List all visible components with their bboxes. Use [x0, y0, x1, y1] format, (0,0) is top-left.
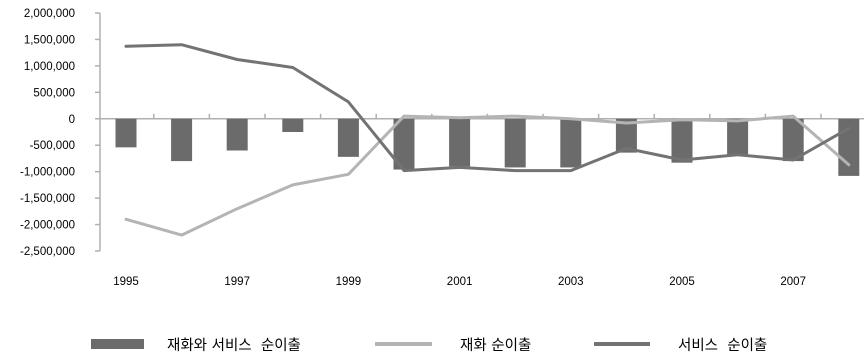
y-tick-label: -2,000,000 — [20, 220, 75, 232]
services-net-exports-line — [124, 43, 851, 173]
x-tick-label: 2003 — [558, 276, 584, 288]
bar-series — [115, 118, 860, 176]
bar — [393, 118, 415, 170]
y-tick-label: -2,500,000 — [20, 246, 75, 258]
bar — [115, 118, 137, 148]
legend-swatch — [91, 339, 144, 349]
bar — [282, 118, 304, 132]
legend-label: 재화 순이출 — [460, 337, 531, 354]
y-tick-label: 1,500,000 — [24, 34, 75, 46]
x-tick-label: 1999 — [336, 276, 362, 288]
y-tick-label: 500,000 — [33, 87, 75, 99]
x-tick-label: 1997 — [224, 276, 250, 288]
bar — [615, 118, 637, 153]
y-tick-label: 1,000,000 — [24, 61, 75, 73]
x-tick-label: 2007 — [780, 276, 806, 288]
x-tick-label: 2001 — [447, 276, 473, 288]
bar — [449, 118, 471, 167]
bar — [782, 118, 804, 162]
bar — [504, 118, 526, 168]
x-axis: 1995 1997 1999 2001 2003 2005 2007 — [100, 113, 864, 288]
y-tick-label: -1,500,000 — [20, 193, 75, 205]
y-tick-label: 2,000,000 — [24, 8, 75, 20]
bar — [560, 118, 582, 168]
y-tick-label: 0 — [69, 114, 75, 126]
bar — [337, 118, 359, 157]
legend: 재화와 서비스 순이출 재화 순이출 서비스 순이출 — [91, 337, 767, 354]
bar — [171, 118, 193, 162]
legend-label: 재화와 서비스 순이출 — [167, 337, 301, 354]
line-series — [124, 43, 851, 237]
legend-label: 서비스 순이출 — [678, 337, 767, 354]
bar — [226, 118, 248, 151]
y-tick-label: -1,000,000 — [20, 167, 75, 179]
bar — [727, 118, 749, 156]
y-tick-label: -500,000 — [30, 140, 75, 152]
bar — [671, 118, 693, 163]
x-tick-label: 1995 — [113, 276, 139, 288]
goods-net-exports-line — [124, 114, 851, 237]
x-tick-label: 2005 — [669, 276, 695, 288]
y-axis: 2,000,000 1,500,000 1,000,000 500,000 0 -500,… — [20, 8, 101, 258]
